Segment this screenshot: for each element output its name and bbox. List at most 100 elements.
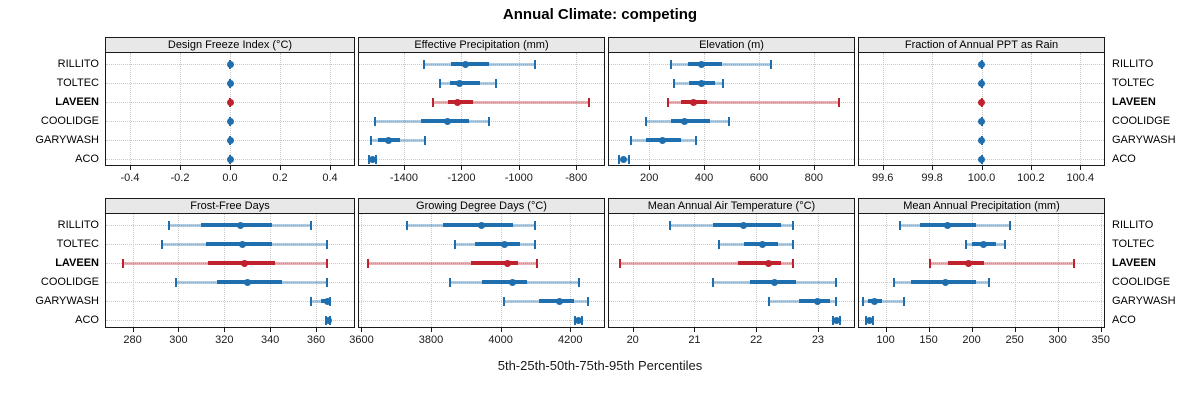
gridline-vertical bbox=[756, 214, 758, 327]
axis-tick-label: 0.0 bbox=[222, 172, 238, 184]
median-dot bbox=[384, 136, 392, 144]
panel-plot-mean-annual-precipitation-mm- bbox=[858, 213, 1105, 328]
axis-tick bbox=[270, 328, 272, 332]
median-dot bbox=[619, 155, 627, 163]
whisker-cap-5th bbox=[367, 258, 370, 268]
whisker-cap-95th bbox=[727, 116, 730, 126]
median-dot bbox=[500, 240, 508, 248]
axis-tick bbox=[632, 328, 634, 332]
site-label-left-laveen: LAVEEN bbox=[55, 96, 99, 108]
whisker-cap-5th bbox=[893, 277, 896, 287]
whisker-cap-95th bbox=[424, 135, 427, 145]
axis-tick-label: -1200 bbox=[447, 172, 476, 184]
whisker-cap-5th bbox=[168, 220, 171, 230]
gridline-horizontal bbox=[359, 83, 604, 84]
axis-tick-label: 400 bbox=[694, 172, 714, 184]
percentile-band-25-75 bbox=[474, 242, 520, 246]
whisker-cap-95th bbox=[770, 59, 773, 69]
axis-tick-label: 21 bbox=[688, 334, 701, 346]
percentile-band-25-75 bbox=[451, 62, 489, 66]
panel-strip-design-freeze-index-c-: Design Freeze Index (°C) bbox=[105, 37, 355, 53]
gridline-vertical bbox=[280, 53, 281, 165]
axis-tick-label: 99.8 bbox=[921, 172, 943, 184]
median-dot bbox=[964, 259, 972, 267]
gridline-horizontal bbox=[359, 320, 604, 321]
site-label-left-toltec: TOLTEC bbox=[56, 238, 99, 250]
gridline-horizontal bbox=[609, 83, 854, 84]
site-label-right-aco: ACO bbox=[1112, 153, 1136, 165]
whisker-cap-5th bbox=[374, 116, 377, 126]
axis-tick-label: 22 bbox=[750, 334, 763, 346]
axis-tick-label: 100.0 bbox=[967, 172, 996, 184]
gridline-vertical bbox=[130, 53, 131, 165]
median-dot bbox=[697, 79, 705, 87]
median-dot bbox=[236, 221, 244, 229]
panel-strip-elevation-m-: Elevation (m) bbox=[608, 37, 855, 53]
percentile-band-25-75 bbox=[481, 280, 527, 284]
whisker-cap-95th bbox=[1009, 220, 1012, 230]
axis-tick-label: 100 bbox=[876, 334, 895, 346]
whisker-cap-95th bbox=[835, 296, 838, 306]
median-dot bbox=[478, 221, 485, 229]
median-dot bbox=[226, 79, 234, 87]
axis-tick-label: 250 bbox=[1005, 334, 1024, 346]
site-label-left-garywash: GARYWASH bbox=[35, 295, 99, 307]
axis-tick bbox=[431, 328, 433, 332]
panel-plot-mean-annual-air-temperature-c- bbox=[608, 213, 855, 328]
gridline-horizontal bbox=[609, 263, 854, 264]
median-dot bbox=[226, 136, 234, 144]
whisker-cap-5th bbox=[449, 277, 452, 287]
percentile-band-5-95 bbox=[620, 261, 794, 265]
median-dot bbox=[865, 316, 873, 324]
gridline-horizontal bbox=[859, 282, 1104, 283]
axis-tick bbox=[971, 328, 973, 332]
panel-plot-effective-precipitation-mm- bbox=[358, 52, 605, 166]
median-dot bbox=[226, 155, 234, 163]
gridline-vertical bbox=[361, 214, 363, 327]
median-dot bbox=[978, 117, 985, 125]
gridline-vertical bbox=[632, 214, 634, 327]
axis-tick-label: 350 bbox=[1091, 334, 1110, 346]
percentile-band-5-95 bbox=[368, 261, 538, 265]
gridline-vertical bbox=[813, 53, 815, 165]
axis-tick bbox=[756, 328, 758, 332]
axis-tick-label: 320 bbox=[215, 334, 234, 346]
median-dot bbox=[814, 297, 822, 305]
gridline-horizontal bbox=[609, 244, 854, 245]
whisker-cap-95th bbox=[577, 277, 580, 287]
axis-tick bbox=[316, 328, 317, 332]
median-dot bbox=[765, 259, 773, 267]
median-dot bbox=[978, 155, 985, 163]
whisker-cap-95th bbox=[326, 239, 329, 249]
site-label-right-laveen: LAVEEN bbox=[1112, 96, 1156, 108]
site-label-right-toltec: TOLTEC bbox=[1112, 77, 1155, 89]
percentile-band-5-95 bbox=[668, 100, 839, 104]
whisker-cap-95th bbox=[494, 78, 497, 88]
axis-tick-label: -1400 bbox=[389, 172, 419, 184]
whisker-cap-95th bbox=[586, 296, 589, 306]
gridline-vertical bbox=[132, 214, 134, 327]
gridline-vertical bbox=[431, 214, 433, 327]
whisker-cap-5th bbox=[711, 277, 714, 287]
gridline-vertical bbox=[316, 214, 317, 327]
whisker-cap-95th bbox=[581, 315, 584, 325]
median-dot bbox=[944, 221, 951, 229]
axis-tick bbox=[361, 328, 363, 332]
gridline-vertical bbox=[180, 53, 181, 165]
axis-tick-label: -1000 bbox=[504, 172, 533, 184]
axis-tick bbox=[882, 166, 884, 170]
median-dot bbox=[942, 278, 950, 286]
axis-tick bbox=[758, 166, 760, 170]
median-dot bbox=[323, 297, 331, 305]
axis-tick bbox=[132, 328, 134, 332]
gridline-vertical bbox=[178, 214, 180, 327]
gridline-horizontal bbox=[609, 102, 854, 103]
gridline-vertical bbox=[570, 214, 572, 327]
whisker-cap-95th bbox=[1004, 239, 1007, 249]
axis-tick bbox=[1100, 328, 1102, 332]
gridline-horizontal bbox=[609, 320, 854, 321]
whisker-cap-5th bbox=[672, 78, 675, 88]
axis-tick-label: 150 bbox=[919, 334, 938, 346]
axis-tick bbox=[330, 166, 331, 170]
